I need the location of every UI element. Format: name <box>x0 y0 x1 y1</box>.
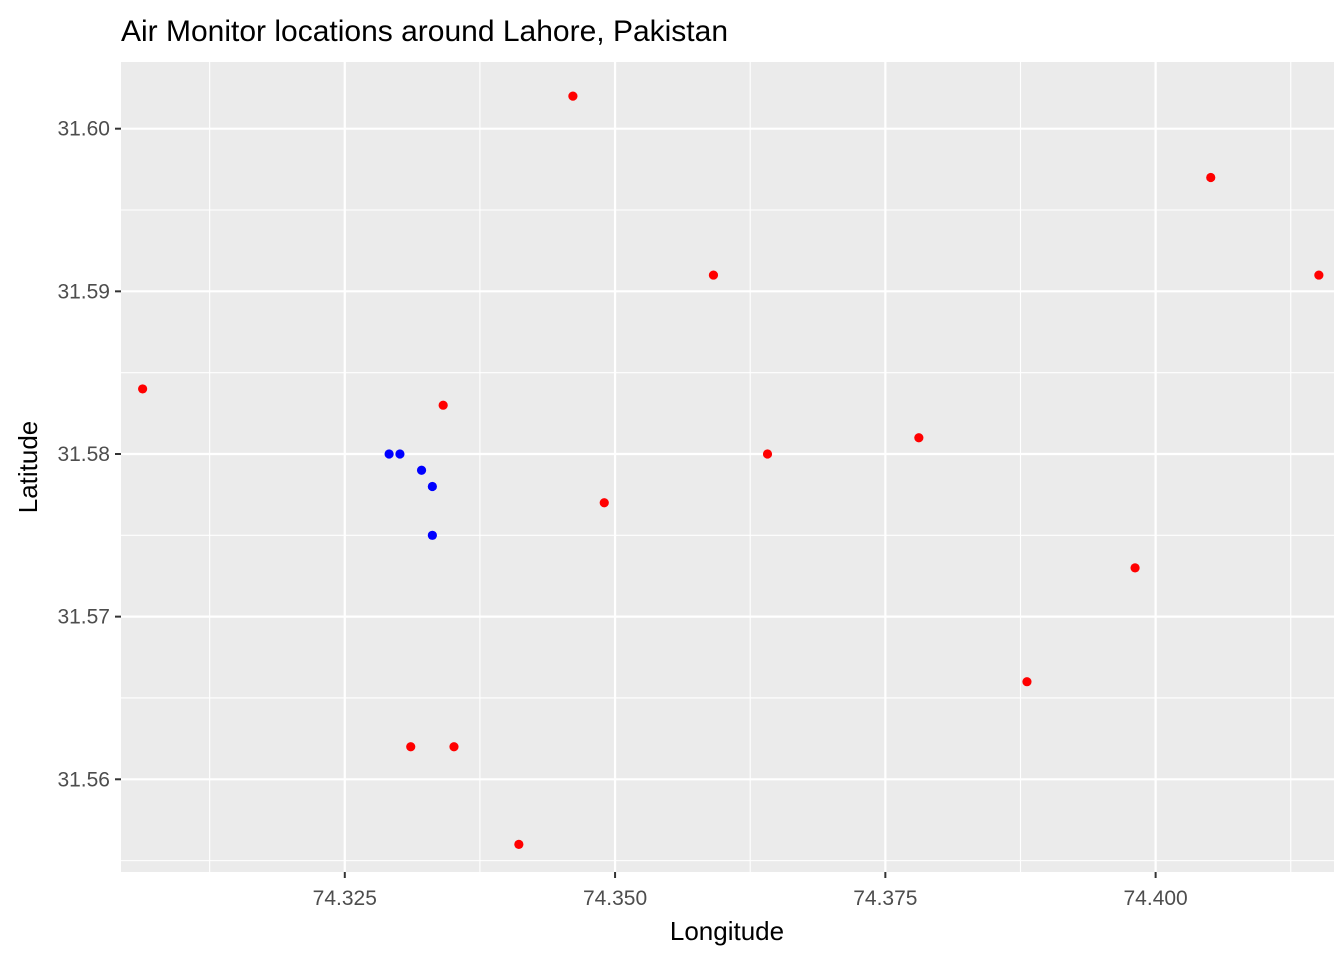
x-axis-title: Longitude <box>670 916 784 946</box>
x-tick-label: 74.400 <box>1124 887 1188 910</box>
blue-data-point <box>427 530 437 540</box>
blue-data-point <box>395 449 405 459</box>
x-axis: 74.325 74.350 74.375 74.400 <box>313 872 1188 910</box>
red-data-point <box>514 839 524 849</box>
data-points <box>138 91 1324 849</box>
y-tick-label: 31.57 <box>57 606 110 629</box>
red-data-point <box>406 742 416 752</box>
chart-title: Air Monitor locations around Lahore, Pak… <box>121 15 728 48</box>
red-data-point <box>438 400 448 410</box>
red-data-point <box>762 449 773 459</box>
y-tick-label: 31.60 <box>57 118 110 141</box>
blue-data-point <box>384 449 394 459</box>
red-data-point <box>708 270 719 280</box>
red-data-point <box>914 433 924 443</box>
y-axis-title: Latitude <box>13 421 43 514</box>
y-tick-label: 31.59 <box>57 280 110 303</box>
y-axis: 31.56 31.57 31.58 31.59 31.60 <box>57 118 121 791</box>
red-data-point <box>599 498 609 508</box>
x-tick-label: 74.325 <box>313 887 377 910</box>
x-tick-label: 74.350 <box>583 887 647 910</box>
red-data-point <box>449 742 459 752</box>
blue-data-point <box>416 465 427 475</box>
y-tick-label: 31.56 <box>57 768 110 791</box>
x-tick-label: 74.375 <box>853 887 917 910</box>
plot-panel <box>121 62 1334 872</box>
minor-gridlines <box>121 62 1334 872</box>
red-data-point <box>1314 270 1324 280</box>
red-data-point <box>1130 563 1140 573</box>
red-data-point <box>138 384 148 394</box>
blue-data-point <box>427 481 437 492</box>
red-data-point <box>568 91 578 101</box>
major-gridlines <box>121 62 1334 872</box>
red-data-point <box>1206 172 1216 183</box>
y-tick-label: 31.58 <box>57 443 110 466</box>
red-data-point <box>1022 677 1032 687</box>
